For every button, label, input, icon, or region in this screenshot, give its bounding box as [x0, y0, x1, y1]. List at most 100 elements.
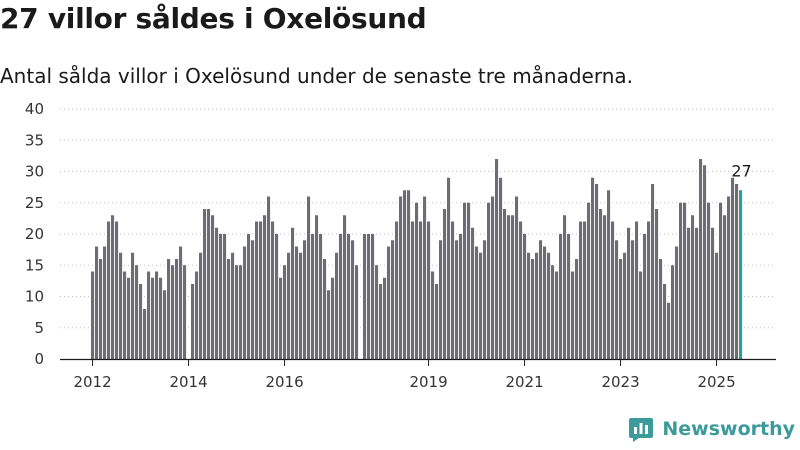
x-tick-label: 2012 — [73, 373, 111, 391]
bar — [659, 259, 663, 359]
bar — [419, 221, 423, 359]
bar — [303, 240, 307, 359]
bar — [591, 177, 595, 359]
bar — [687, 227, 691, 359]
bar — [495, 159, 499, 359]
bar — [147, 271, 151, 359]
bar — [691, 215, 695, 359]
bar — [255, 221, 259, 359]
y-tick-label: 35 — [25, 131, 44, 149]
bar — [351, 240, 355, 359]
bar — [451, 221, 455, 359]
bar — [523, 234, 527, 359]
bar — [155, 271, 159, 359]
bar — [619, 259, 623, 359]
bar — [695, 227, 699, 359]
bar — [647, 221, 651, 359]
bar — [711, 227, 715, 359]
bar — [555, 271, 559, 359]
bar — [371, 234, 375, 359]
bar — [107, 221, 111, 359]
bar — [395, 221, 399, 359]
bar — [567, 234, 571, 359]
bar — [479, 252, 483, 359]
bar — [267, 196, 271, 359]
bar — [719, 202, 723, 359]
bar — [663, 284, 667, 359]
bar — [515, 196, 519, 359]
bar — [163, 290, 167, 359]
bar — [307, 196, 311, 359]
bar — [391, 240, 395, 359]
bar — [579, 221, 583, 359]
bar — [151, 277, 155, 359]
bar — [247, 234, 251, 359]
bar — [127, 277, 131, 359]
bar — [199, 252, 203, 359]
x-tick-label: 2014 — [169, 373, 207, 391]
bar — [323, 259, 327, 359]
bar — [643, 234, 647, 359]
bar — [527, 252, 531, 359]
bar — [399, 196, 403, 359]
bar — [171, 265, 175, 359]
bar — [279, 277, 283, 359]
bar — [539, 240, 543, 359]
bar — [423, 196, 427, 359]
bar — [287, 252, 291, 359]
bar — [235, 265, 239, 359]
bar — [571, 271, 575, 359]
bar — [203, 209, 207, 359]
bar — [447, 177, 451, 359]
bar — [367, 234, 371, 359]
bar — [95, 246, 99, 359]
bar — [551, 265, 555, 359]
bar — [315, 215, 319, 359]
bar — [655, 209, 659, 359]
bar — [547, 252, 551, 359]
bar — [275, 234, 279, 359]
bar — [727, 196, 731, 359]
x-tick-label: 2023 — [601, 373, 639, 391]
bar — [135, 265, 139, 359]
bar — [715, 252, 719, 359]
bar-latest — [739, 190, 743, 359]
bar — [283, 265, 287, 359]
bar — [467, 202, 471, 359]
bar — [707, 202, 711, 359]
bar — [175, 259, 179, 359]
bar — [219, 234, 223, 359]
y-tick-label: 10 — [25, 288, 44, 306]
bar — [463, 202, 467, 359]
y-tick-label: 15 — [25, 256, 44, 274]
bar — [327, 290, 331, 359]
bar — [683, 202, 687, 359]
chart-title: 27 villor såldes i Oxelösund — [0, 2, 427, 35]
y-tick-label: 25 — [25, 194, 44, 212]
bar — [703, 165, 707, 359]
bar — [675, 246, 679, 359]
bar — [563, 215, 567, 359]
bar — [131, 252, 135, 359]
bar — [375, 265, 379, 359]
bar — [259, 221, 263, 359]
bar — [615, 240, 619, 359]
bar — [511, 215, 515, 359]
bar — [295, 246, 299, 359]
bar — [179, 246, 183, 359]
bar — [167, 259, 171, 359]
bar — [531, 259, 535, 359]
bar — [227, 259, 231, 359]
bar — [443, 209, 447, 359]
bar — [459, 234, 463, 359]
bar — [611, 221, 615, 359]
bar — [403, 190, 407, 359]
bar — [99, 259, 103, 359]
bar — [387, 246, 391, 359]
latest-value-label: 27 — [731, 161, 751, 180]
bar — [159, 277, 163, 359]
bars — [91, 159, 743, 359]
bar — [355, 265, 359, 359]
